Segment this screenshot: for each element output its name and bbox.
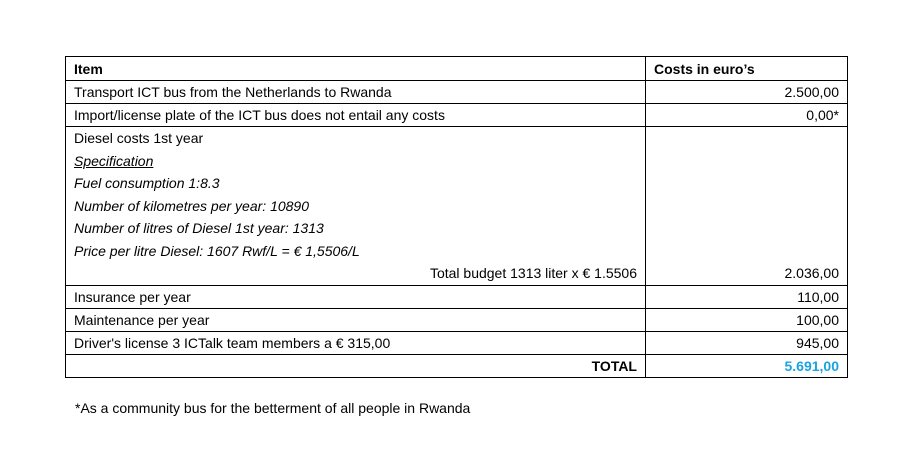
cost-cell: 0,00*: [645, 103, 848, 127]
cost-cell: 110,00: [645, 284, 848, 309]
table-row: Transport ICT bus from the Netherlands t…: [65, 80, 848, 104]
header-item: Item: [65, 56, 646, 81]
diesel-cell: Diesel costs 1st year Specification Fuel…: [65, 126, 646, 286]
table-header: Item Costs in euro’s: [65, 56, 848, 81]
cost-table: Item Costs in euro’s Transport ICT bus f…: [65, 56, 848, 378]
spec-line: Number of litres of Diesel 1st year: 131…: [74, 220, 324, 236]
total-value: 5.691,00: [645, 353, 848, 378]
item-cell: Insurance per year: [65, 284, 646, 309]
cost-cell: 2.036,00: [645, 126, 848, 286]
cost-cell: 945,00: [645, 330, 848, 355]
table-row: Driver's license 3 ICTalk team members a…: [65, 330, 848, 355]
header-cost: Costs in euro’s: [645, 56, 848, 81]
footnote: *As a community bus for the betterment o…: [75, 400, 471, 416]
item-cell: Transport ICT bus from the Netherlands t…: [65, 80, 646, 104]
table-row-diesel: Diesel costs 1st year Specification Fuel…: [65, 126, 848, 286]
spec-line: Number of kilometres per year: 10890: [74, 197, 309, 214]
table-row: Insurance per year 110,00: [65, 284, 848, 309]
spec-line: Price per litre Diesel: 1607 Rwf/L = € 1…: [74, 242, 360, 259]
item-cell: Maintenance per year: [65, 307, 646, 332]
cost-cell: 100,00: [645, 307, 848, 332]
spec-line: Fuel consumption 1:8.3: [74, 175, 220, 191]
table-row: Import/license plate of the ICT bus does…: [65, 103, 848, 127]
table-row: Maintenance per year 100,00: [65, 307, 848, 332]
cost-cell: 2.500,00: [645, 80, 848, 104]
item-cell: Import/license plate of the ICT bus does…: [65, 103, 646, 127]
item-cell: Driver's license 3 ICTalk team members a…: [65, 330, 646, 355]
total-label: TOTAL: [65, 353, 646, 378]
total-row: TOTAL 5.691,00: [65, 353, 848, 378]
diesel-total-line: Total budget 1313 liter x € 1.5506: [429, 265, 637, 281]
spec-label: Specification: [74, 152, 154, 169]
diesel-title: Diesel costs 1st year: [74, 130, 204, 146]
